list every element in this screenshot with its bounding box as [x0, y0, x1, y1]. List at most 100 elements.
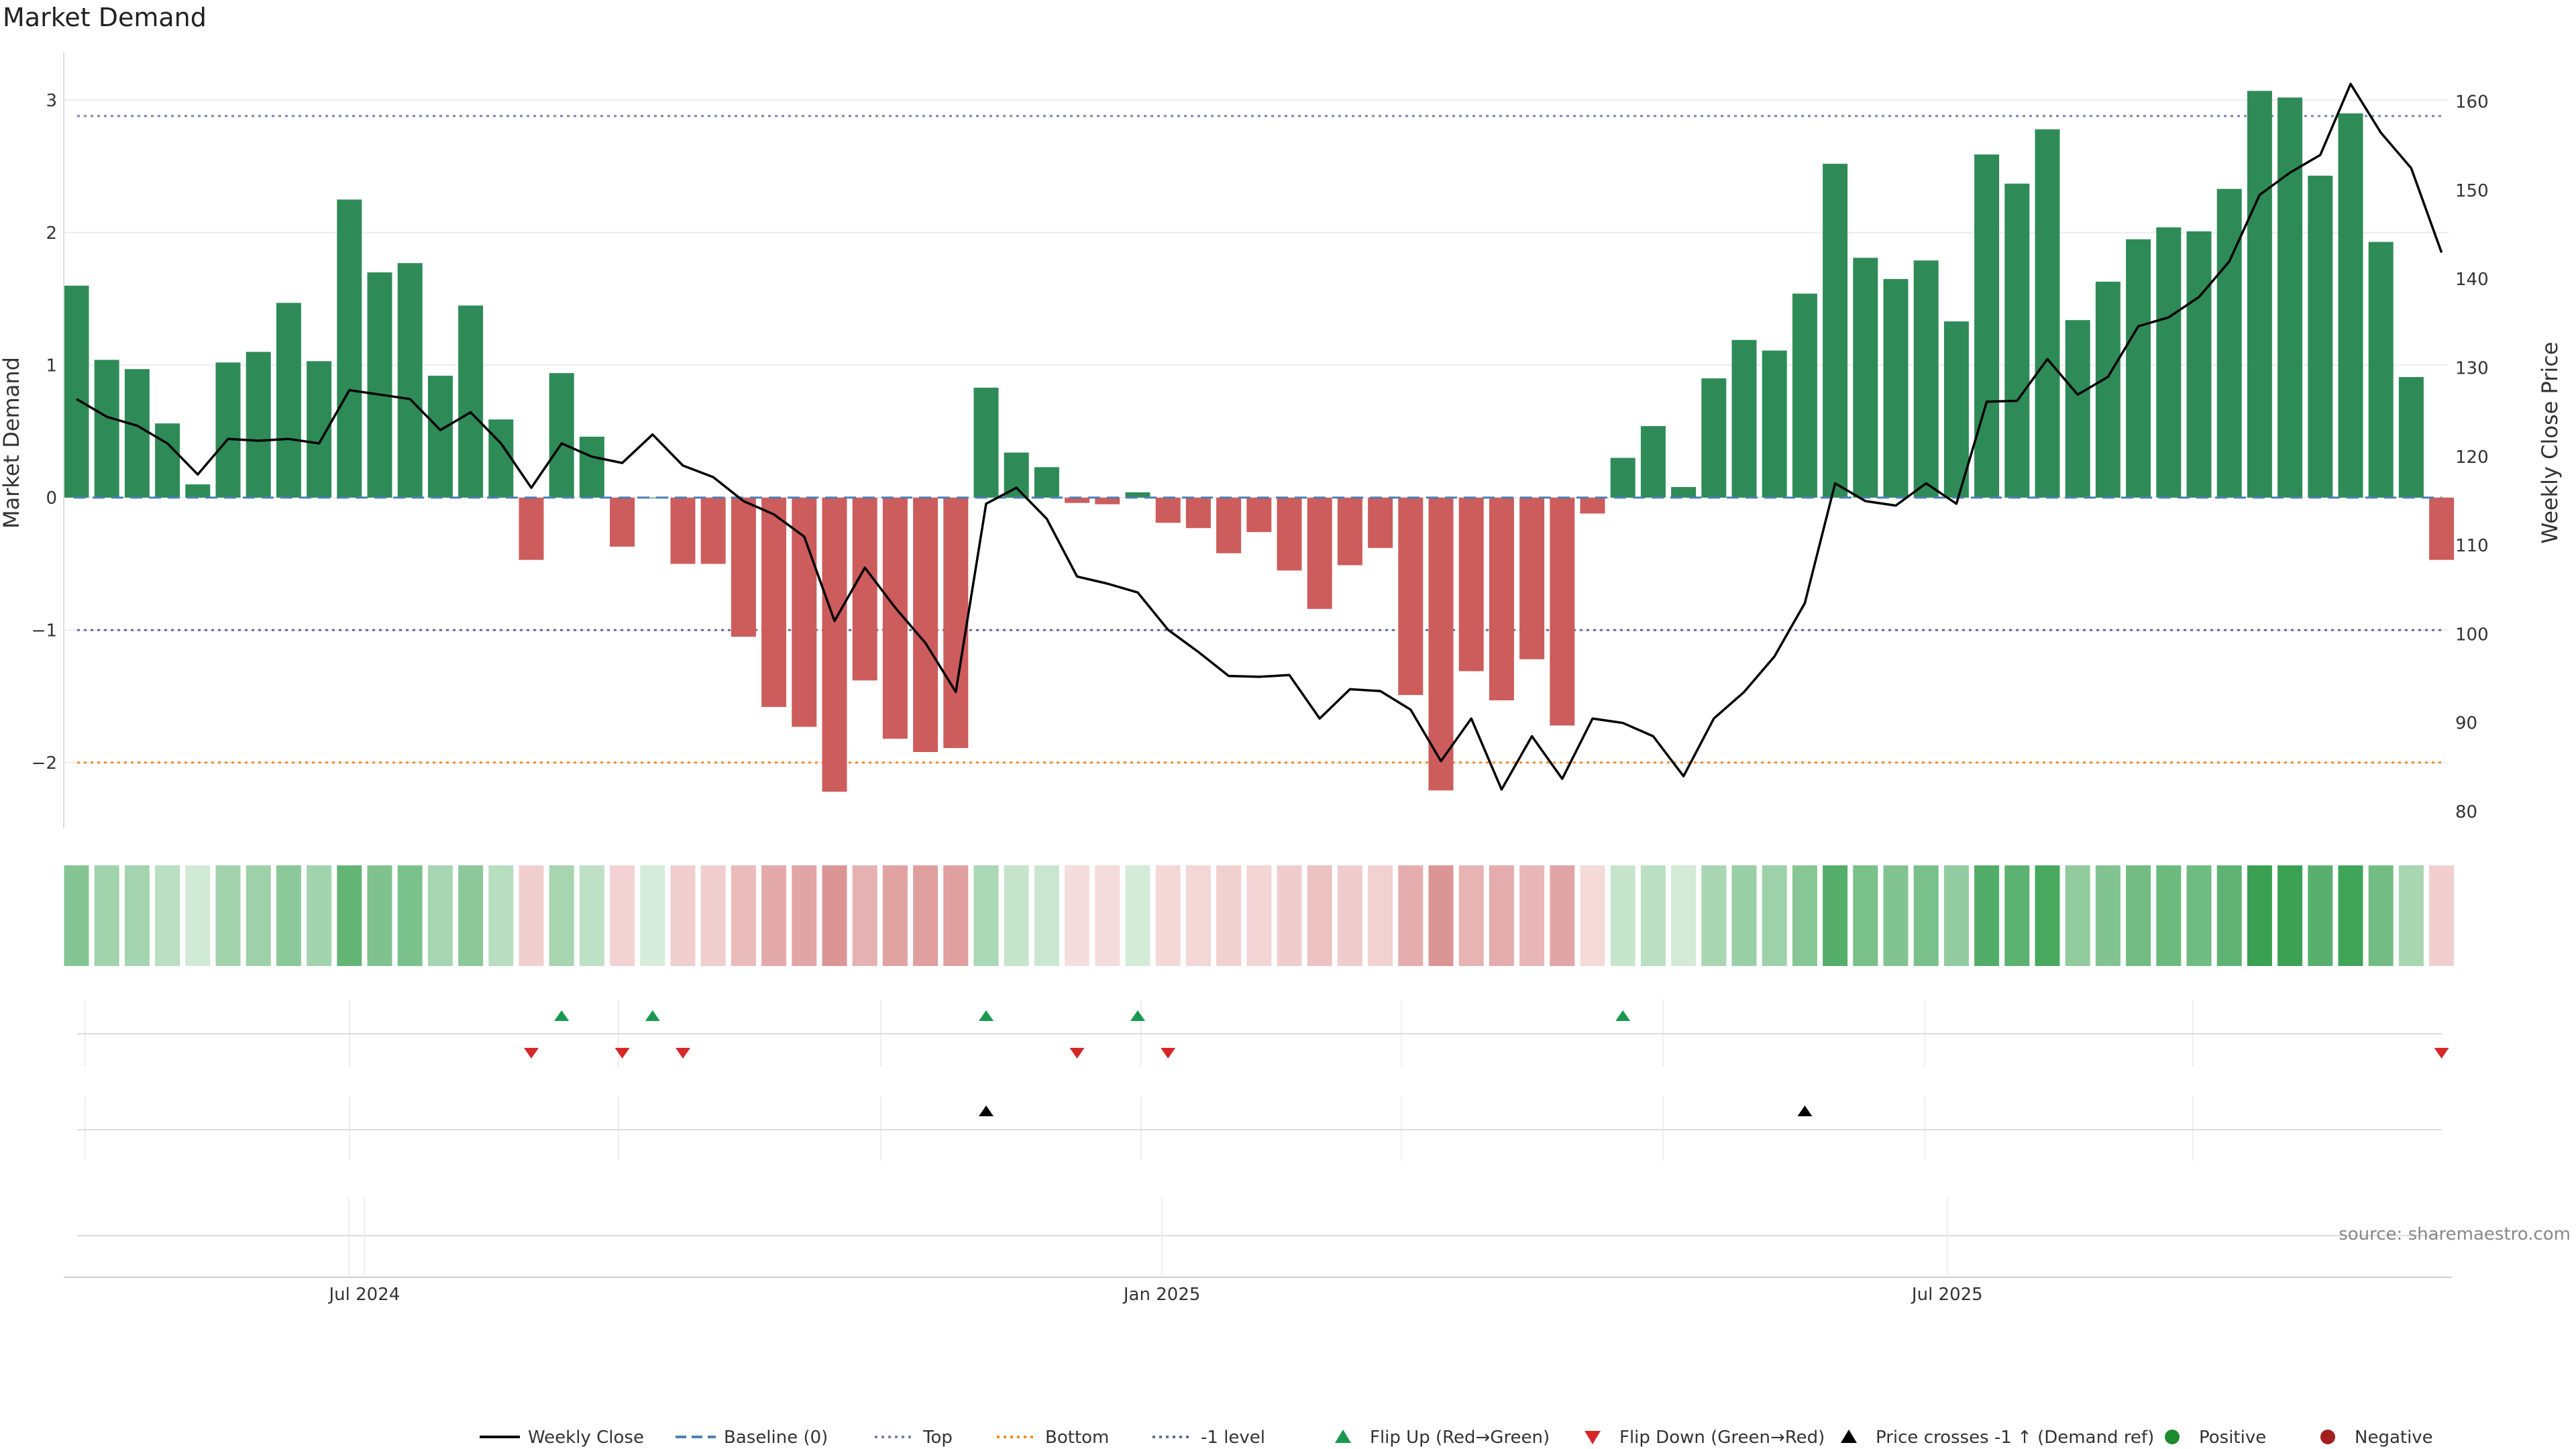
demand-bar [549, 373, 574, 498]
strip-cell [1580, 865, 1605, 966]
demand-bar [2126, 239, 2151, 498]
demand-bar [1398, 497, 1424, 696]
demand-bar [1125, 492, 1150, 498]
demand-bar [1246, 497, 1272, 533]
y-axis-title: Market Demand [0, 357, 24, 529]
demand-bar [2004, 183, 2030, 498]
flip-down-marker [1161, 1048, 1176, 1059]
strip-cell [2126, 865, 2151, 966]
strip-cell [1701, 865, 1727, 966]
price-cross-marker [979, 1106, 994, 1116]
strip-cell [276, 865, 301, 966]
flip-down-marker [524, 1048, 539, 1059]
strip-cell [1246, 865, 1272, 966]
x-tick-label: Jul 2025 [1911, 1285, 1983, 1305]
demand-bar [64, 285, 89, 498]
strip-cell [458, 865, 484, 966]
price-layer [76, 83, 2443, 791]
legend-label: Price crosses -1 ↑ (Demand ref) [1876, 1428, 2154, 1448]
strip-cell [2095, 865, 2121, 966]
demand-bar [700, 497, 726, 564]
axes: 3 2 1 0 −1 −2 160 150 140 130 120 110 100 90 80 [32, 52, 2489, 828]
strip-cell [700, 865, 726, 966]
strip-cell [1731, 865, 1757, 966]
demand-bar [2429, 497, 2455, 560]
legend-label: -1 level [1201, 1428, 1265, 1448]
strip-cell [397, 865, 423, 966]
strip-cell [1337, 865, 1362, 966]
demand-bar [215, 362, 241, 498]
x-axis: Jul 2024 Jan 2025 Jul 2025 [64, 1197, 2452, 1305]
y-tick-label: 2 [46, 223, 57, 244]
demand-bar [579, 436, 604, 498]
demand-bar [1277, 497, 1302, 571]
demand-bar [397, 263, 423, 498]
strip-cell [246, 865, 271, 966]
strip-cell [1368, 865, 1393, 966]
strip-cell [1489, 865, 1514, 966]
strip-cell [2338, 865, 2363, 966]
reference-lines [77, 115, 2442, 764]
legend-item: Bottom [997, 1428, 1109, 1448]
legend-item: Positive [2165, 1428, 2266, 1448]
strip-cell [2247, 865, 2272, 966]
strip-cell [1792, 865, 1817, 966]
strip-cell [2216, 865, 2242, 966]
y-tick-label: 0 [46, 488, 57, 508]
demand-bar [337, 199, 362, 498]
demand-bar [2065, 320, 2090, 498]
strip-cell [307, 865, 332, 966]
flip-down-marker [614, 1048, 630, 1059]
strip-cell [2368, 865, 2394, 966]
demand-bar [155, 423, 180, 498]
legend-swatch [1335, 1430, 1351, 1443]
y2-tick-label: 160 [2455, 93, 2489, 113]
legend-label: Flip Up (Red→Green) [1370, 1428, 1550, 1448]
demand-bar [1337, 497, 1362, 566]
demand-bar [1368, 497, 1393, 548]
x-tick-label: Jul 2024 [327, 1285, 400, 1305]
legend: Weekly Close Baseline (0) Top Bottom -1 leve… [480, 1428, 2433, 1448]
demand-bar [276, 303, 301, 498]
strip-cell [1277, 865, 1302, 966]
strip-cell [64, 865, 89, 966]
demand-bar [973, 387, 999, 498]
strip-cell [94, 865, 119, 966]
strip-cell [1398, 865, 1424, 966]
legend-label: Positive [2199, 1428, 2266, 1448]
strip-cell [155, 865, 180, 966]
strip-cell [488, 865, 514, 966]
demand-bars [64, 91, 2455, 792]
strip-cell [1974, 865, 2000, 966]
legend-label: Flip Down (Green→Red) [1619, 1428, 1825, 1448]
strip-cell [1913, 865, 1939, 966]
legend-item: Weekly Close [480, 1428, 644, 1448]
strip-cell [1155, 865, 1181, 966]
strip-cell [1640, 865, 1666, 966]
strip-cell [913, 865, 938, 966]
demand-bar [1640, 426, 1666, 498]
strip-cell [124, 865, 150, 966]
x-tick-label: Jan 2025 [1122, 1285, 1201, 1305]
demand-bar [1519, 497, 1545, 659]
demand-bar [1610, 458, 1635, 498]
demand-bar [458, 305, 484, 498]
page-title: Market Demand [3, 3, 207, 32]
demand-bar [1943, 321, 1969, 498]
demand-bar [1034, 467, 1059, 498]
demand-bar [2398, 377, 2424, 498]
strip-cell [1883, 865, 1909, 966]
strip-cell [1671, 865, 1697, 966]
source-label: source: sharemaestro.com [2339, 1224, 2571, 1244]
strip-cell [761, 865, 787, 966]
demand-bar [1155, 497, 1181, 523]
strip-cell [1519, 865, 1545, 966]
strip-cell [337, 865, 362, 966]
flip-down-marker [1069, 1048, 1085, 1059]
demand-bar [1701, 378, 1727, 498]
legend-swatch [1585, 1431, 1601, 1444]
strip-cell [2156, 865, 2182, 966]
strip-cell [185, 865, 211, 966]
strip-cell [943, 865, 969, 966]
